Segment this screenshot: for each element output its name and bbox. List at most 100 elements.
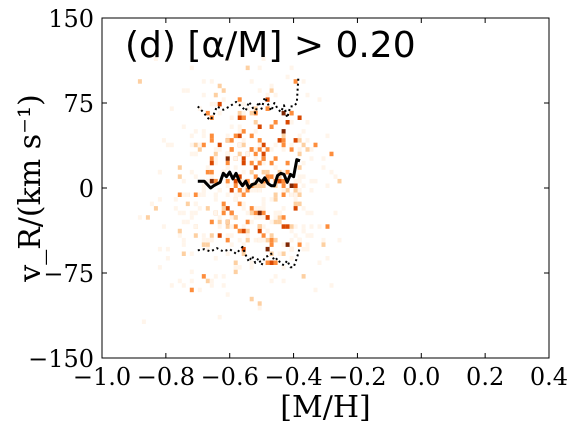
heatmap-cell	[209, 283, 214, 288]
y-tick-label: 150	[48, 5, 94, 33]
heatmap-cell	[193, 174, 198, 179]
heatmap-cell	[249, 110, 254, 116]
heatmap-cell	[313, 142, 318, 148]
heatmap-cell	[281, 215, 286, 220]
heatmap-cell	[241, 228, 246, 234]
heatmap-cell	[257, 88, 262, 93]
heatmap-cell	[329, 151, 334, 157]
heatmap-cell	[265, 174, 270, 179]
heatmap-cell	[169, 142, 174, 148]
heatmap-cell	[245, 210, 250, 216]
heatmap-cell	[225, 192, 230, 197]
heatmap-cell	[265, 106, 270, 111]
heatmap-cell	[281, 129, 286, 134]
heatmap-cell	[181, 242, 186, 247]
heatmap-cell	[269, 147, 274, 152]
heatmap-cell	[265, 215, 270, 220]
heatmap-cell	[301, 228, 306, 234]
heatmap-cell	[257, 183, 262, 188]
heatmap-cell	[185, 219, 190, 225]
heatmap-cell	[309, 188, 314, 193]
heatmap-cell	[277, 251, 282, 256]
heatmap-cell	[177, 192, 182, 197]
heatmap-cell	[213, 178, 218, 184]
heatmap-cell	[241, 206, 246, 211]
x-axis-label: [M/H]	[280, 390, 370, 425]
heatmap-cell	[217, 110, 222, 116]
heatmap-cell	[225, 156, 230, 161]
heatmap-cell	[281, 206, 286, 211]
y-axis-label: v_R/(km s⁻¹)	[13, 94, 48, 282]
heatmap-cell	[237, 174, 242, 179]
heatmap-cell	[201, 242, 206, 247]
heatmap-cell	[285, 74, 290, 80]
heatmap-cell	[301, 224, 306, 229]
heatmap-cell	[277, 178, 282, 184]
heatmap-cell	[229, 124, 234, 129]
heatmap-cell	[237, 129, 242, 134]
heatmap-cell	[261, 160, 266, 166]
heatmap-cell	[285, 120, 290, 125]
heatmap-cell	[261, 201, 266, 207]
heatmap-cell	[229, 147, 234, 152]
heatmap-cell	[309, 224, 314, 229]
heatmap-cell	[281, 169, 286, 175]
heatmap-cell	[181, 178, 186, 184]
heatmap-cell	[289, 224, 294, 229]
heatmap-cell	[241, 110, 246, 116]
heatmap-cell	[301, 274, 306, 279]
heatmap-cell	[237, 265, 242, 270]
heatmap-cell	[217, 101, 222, 107]
heatmap-cell	[249, 169, 254, 175]
heatmap-cell	[177, 278, 182, 284]
heatmap-cell	[285, 169, 290, 175]
heatmap-cell	[297, 138, 302, 143]
heatmap-cell	[297, 178, 302, 184]
heatmap-cell	[233, 215, 238, 220]
heatmap-cell	[221, 201, 226, 207]
heatmap-cell	[153, 56, 158, 61]
percentile-line-2	[197, 245, 301, 269]
heatmap-cell	[261, 156, 266, 161]
heatmap-cell	[209, 174, 214, 179]
heatmap-cell	[225, 56, 230, 61]
heatmap-cell	[261, 233, 266, 238]
heatmap-cell	[225, 292, 230, 297]
heatmap-cell	[229, 242, 234, 247]
heatmap-cell	[273, 210, 278, 216]
heatmap-cell	[173, 197, 178, 202]
heatmap-cell	[157, 169, 162, 175]
heatmap-cell	[249, 188, 254, 193]
heatmap-cell	[209, 133, 214, 139]
heatmap-cell	[225, 183, 230, 188]
heatmap-cell	[289, 237, 294, 243]
heatmap-cell	[193, 192, 198, 197]
heatmap-cell	[181, 124, 186, 129]
heatmap-cell	[297, 242, 302, 247]
heatmap-cell	[209, 219, 214, 225]
heatmap-cell	[245, 233, 250, 238]
heatmap-cell	[281, 242, 286, 247]
heatmap-cell	[305, 138, 310, 143]
heatmap-cell	[169, 283, 174, 288]
heatmap-cell	[281, 251, 286, 256]
heatmap-cell	[233, 178, 238, 184]
heatmap-cell	[293, 138, 298, 143]
heatmap-cell	[269, 83, 274, 89]
heatmap-cell	[245, 188, 250, 193]
heatmap-cell	[209, 79, 214, 84]
heatmap-cell	[325, 256, 330, 261]
heatmap-cell	[217, 147, 222, 152]
heatmap-cell	[241, 101, 246, 107]
heatmap-cell	[197, 147, 202, 152]
heatmap-cell	[289, 65, 294, 71]
heatmap-cell	[281, 178, 286, 184]
heatmap-cell	[201, 274, 206, 279]
heatmap-cell	[257, 301, 262, 306]
heatmap-cell	[189, 65, 194, 71]
heatmap-cell	[205, 178, 210, 184]
heatmap-cell	[273, 219, 278, 225]
heatmap-cell	[237, 228, 242, 234]
heatmap-cell	[305, 92, 310, 98]
